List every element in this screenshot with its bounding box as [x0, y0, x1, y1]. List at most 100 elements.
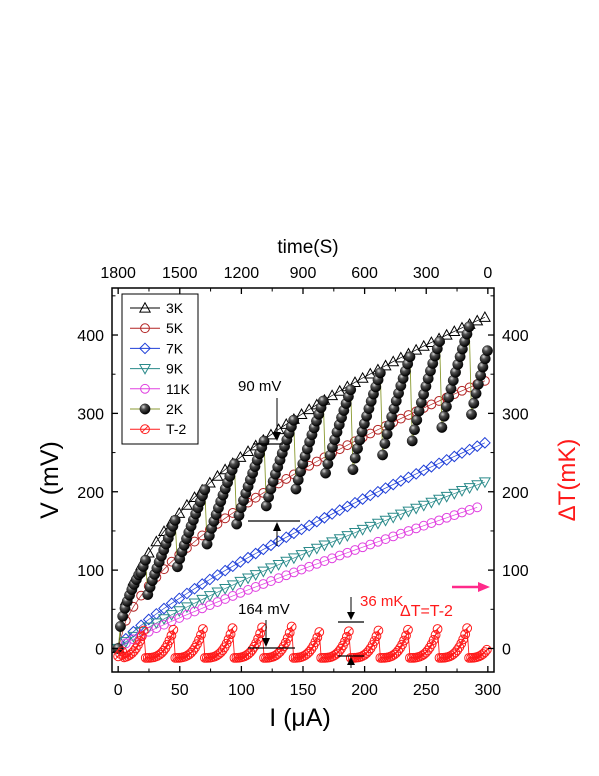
point-9k [387, 512, 400, 524]
point-2k [409, 424, 420, 436]
series-layer [112, 311, 493, 663]
point-5k [250, 492, 261, 503]
point-7k [410, 467, 423, 480]
point-9k [249, 570, 262, 581]
point-9k [234, 576, 247, 588]
y-right-tick-label: 300 [502, 406, 529, 423]
point-9k [280, 556, 293, 568]
point-9k [173, 606, 186, 618]
point-7k [272, 535, 285, 548]
point-t-2 [286, 621, 297, 632]
point-t-2 [399, 635, 409, 646]
point-t-2 [403, 624, 413, 635]
point-9k [226, 580, 239, 592]
y-tick-label: 400 [77, 328, 104, 345]
point-t-2 [373, 625, 384, 636]
point-9k [478, 477, 491, 489]
x-axis-top-title: time(S) [277, 237, 338, 258]
point-2k [438, 410, 450, 422]
point-9k [203, 591, 216, 603]
legend-marker [138, 301, 152, 313]
x-tick-label: 300 [474, 682, 501, 699]
annotation-90mv: 90 mV [238, 378, 281, 395]
legend-marker [140, 323, 150, 334]
point-2k [379, 438, 391, 449]
top-tick-label: 1500 [162, 265, 198, 282]
point-9k [394, 509, 407, 521]
point-9k [180, 602, 193, 614]
legend-marker [140, 383, 150, 394]
point-2k [374, 367, 386, 379]
point-9k [402, 506, 415, 518]
point-3k [417, 339, 430, 351]
legend-entry-9k: 9K [130, 361, 184, 377]
point-3k [387, 355, 400, 367]
point-3k [478, 311, 491, 322]
point-7k [196, 578, 209, 590]
point-7k [203, 573, 216, 586]
series-11k [113, 502, 483, 654]
point-7k [181, 587, 193, 600]
point-7k [158, 602, 170, 615]
point-t-2 [223, 634, 234, 645]
point-2k [463, 321, 475, 333]
point-9k [264, 563, 278, 575]
point-t-2 [428, 635, 439, 645]
legend: 3K 5K 7K 9K 11K 2K T-2 [121, 293, 199, 445]
point-7k [387, 478, 400, 491]
y-tick-label: 100 [77, 563, 104, 580]
y-right-tick-label: 100 [502, 563, 529, 580]
point-3k [234, 451, 247, 462]
series-t-2 [113, 621, 492, 663]
point-3k [211, 469, 224, 481]
point-t-2 [481, 644, 492, 655]
point-9k [241, 573, 255, 585]
annotation-right-arrowhead [478, 582, 490, 592]
x-tick-label: 250 [413, 682, 440, 699]
point-t-2 [131, 643, 141, 654]
point-9k [425, 497, 438, 509]
point-9k [287, 553, 300, 565]
point-3k [180, 498, 193, 510]
point-2k [199, 484, 211, 496]
point-7k [394, 475, 407, 487]
point-7k [341, 500, 354, 513]
point-3k [264, 428, 278, 440]
point-2k [229, 458, 240, 470]
legend-label: 2K [166, 401, 184, 417]
point-9k [341, 531, 354, 543]
point-7k [295, 523, 308, 536]
point-9k [127, 631, 140, 643]
point-9k [410, 503, 423, 515]
legend-label: T-2 [166, 421, 186, 437]
annotation-arrowhead [262, 638, 270, 647]
point-7k [417, 464, 430, 477]
point-2k [169, 514, 181, 526]
legend-marker [140, 424, 150, 435]
point-t-2 [227, 623, 238, 634]
point-2k [347, 464, 359, 476]
legend-label: 3K [166, 300, 184, 316]
point-9k [440, 491, 453, 503]
point-2k [377, 449, 389, 461]
point-2k [411, 414, 423, 426]
point-3k [241, 445, 255, 457]
series-line-9k [117, 481, 486, 649]
legend-label: 9K [166, 361, 184, 377]
y-tick-label: 0 [95, 641, 104, 658]
point-7k [287, 527, 300, 540]
top-tick-label: 1200 [224, 265, 260, 282]
point-2k [258, 435, 270, 447]
legend-marker [139, 342, 151, 355]
point-7k [219, 564, 232, 577]
point-2k [320, 467, 332, 479]
point-7k [142, 613, 155, 626]
point-7k [211, 569, 224, 581]
y-right-tick-label: 200 [502, 485, 529, 502]
annotation-delta-t: ΔT=T-2 [400, 603, 453, 620]
point-t-2 [341, 631, 352, 642]
point-9k [326, 537, 339, 549]
point-9k [417, 500, 430, 512]
point-7k [310, 515, 323, 528]
